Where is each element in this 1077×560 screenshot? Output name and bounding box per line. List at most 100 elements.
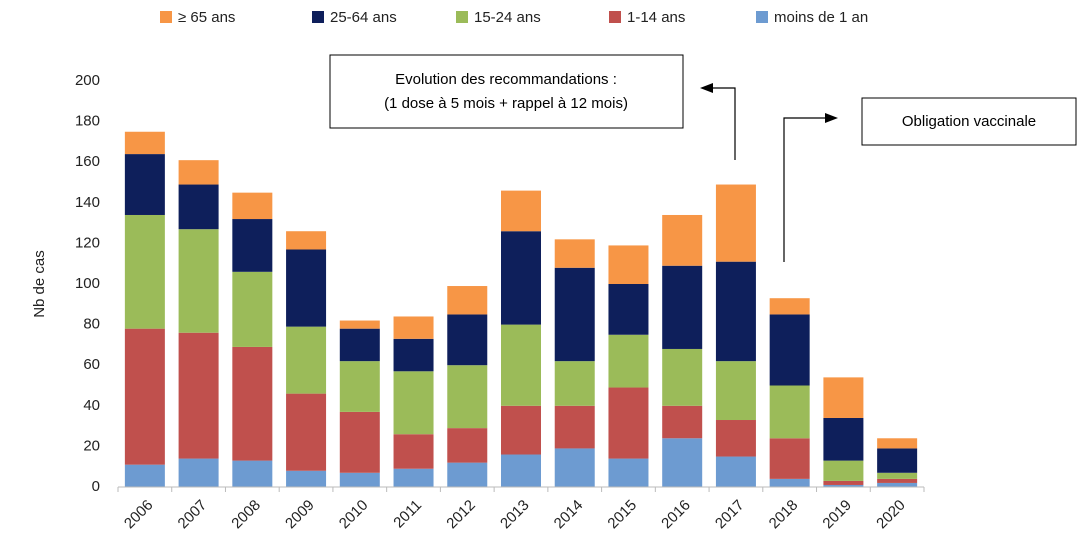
bar-segment <box>608 387 649 459</box>
x-tick-label: 2013 <box>497 497 533 533</box>
bar-segment <box>286 326 327 394</box>
y-tick-label: 80 <box>83 316 100 333</box>
bar-segment <box>124 131 165 155</box>
y-tick-label: 40 <box>83 397 100 414</box>
arrow-head <box>825 113 838 123</box>
legend-label: 15-24 ans <box>474 9 541 26</box>
bar-segment <box>232 460 273 487</box>
legend-swatch <box>312 11 324 23</box>
bar-segment <box>393 371 434 435</box>
bar-segment <box>608 334 649 388</box>
x-tick-label: 2009 <box>282 497 318 533</box>
legend-swatch <box>609 11 621 23</box>
x-tick-label: 2007 <box>175 497 211 533</box>
bar-segment <box>286 249 327 327</box>
bar-segment <box>447 428 488 463</box>
bar-segment <box>286 470 327 487</box>
bar-segment <box>178 458 219 487</box>
x-tick-label: 2018 <box>766 497 802 533</box>
annotation: (1 dose à 5 mois + rappel à 12 mois) <box>384 95 628 112</box>
bar-segment <box>124 464 165 487</box>
bar-segment <box>769 478 810 487</box>
y-tick-label: 20 <box>83 437 100 454</box>
arrow <box>712 87 736 160</box>
bar-segment <box>447 286 488 315</box>
bar-segment <box>393 434 434 469</box>
bar-segment <box>715 361 756 421</box>
bar-segment <box>447 462 488 487</box>
annotation: Evolution des recommandations : <box>395 71 617 88</box>
bar-segment <box>877 438 918 449</box>
bar-segment <box>554 361 595 406</box>
x-tick-label: 2012 <box>443 497 479 533</box>
bar-segment <box>608 245 649 284</box>
bar-segment <box>124 328 165 465</box>
bar-segment <box>393 468 434 487</box>
legend-label: 1-14 ans <box>627 9 685 26</box>
bar-segment <box>501 231 541 325</box>
bar-segment <box>662 405 703 439</box>
y-tick-label: 100 <box>75 275 100 292</box>
x-tick-label: 2016 <box>658 497 694 533</box>
bar-segment <box>877 448 918 473</box>
legend-label: 25-64 ans <box>330 9 397 26</box>
bar-segment <box>393 316 434 339</box>
bar-segment <box>232 346 273 461</box>
bar-segment <box>339 320 380 329</box>
bar-segment <box>286 231 327 250</box>
bar-segment <box>662 265 703 349</box>
y-tick-label: 180 <box>75 113 100 130</box>
bar-segment <box>715 261 756 362</box>
bar-segment <box>823 480 864 485</box>
bar-segment <box>769 385 810 439</box>
x-tick-label: 2006 <box>121 497 157 533</box>
bar-segment <box>232 219 273 272</box>
bar-segment <box>608 458 649 487</box>
x-tick-label: 2008 <box>228 497 264 533</box>
bar-segment <box>501 454 541 487</box>
bar-segment <box>662 214 703 266</box>
bar-segment <box>554 267 595 362</box>
bar-segment <box>608 284 649 335</box>
y-tick-label: 120 <box>75 234 100 251</box>
annotation: Obligation vaccinale <box>902 113 1036 130</box>
bar-segment <box>339 328 380 362</box>
x-tick-label: 2020 <box>873 497 909 533</box>
bar-segment <box>232 271 273 347</box>
annotation-box <box>329 54 684 129</box>
bar-segment <box>447 314 488 366</box>
bar-segment <box>178 184 219 230</box>
bar-segment <box>554 239 595 268</box>
bar-segment <box>877 482 918 487</box>
legend-swatch <box>456 11 468 23</box>
bar-segment <box>823 417 864 461</box>
x-tick-label: 2019 <box>819 497 855 533</box>
bar-segment <box>124 214 165 329</box>
legend-swatch <box>160 11 172 23</box>
x-tick-label: 2010 <box>336 497 372 533</box>
bar-segment <box>178 229 219 333</box>
y-tick-label: 200 <box>75 72 100 89</box>
bar-segment <box>823 377 864 418</box>
bar-segment <box>877 472 918 479</box>
bar-segment <box>769 298 810 315</box>
bar-segment <box>339 361 380 412</box>
legend-swatch <box>756 11 768 23</box>
bar-segment <box>877 478 918 483</box>
bar-segment <box>339 472 380 487</box>
arrow <box>783 117 826 262</box>
bar-segment <box>662 438 703 487</box>
bar-segment <box>447 365 488 429</box>
arrow-head <box>700 83 713 93</box>
bar-segment <box>339 411 380 473</box>
bar-segment <box>232 192 273 220</box>
x-tick-label: 2017 <box>712 497 748 533</box>
annotation-box <box>861 97 1077 146</box>
bar-segment <box>715 184 756 262</box>
bar-segment <box>823 460 864 481</box>
bar-segment <box>124 154 165 215</box>
bar-segment <box>662 348 703 406</box>
x-tick-label: 2014 <box>551 497 587 533</box>
bar-segment <box>393 338 434 372</box>
y-tick-label: 0 <box>92 478 100 495</box>
